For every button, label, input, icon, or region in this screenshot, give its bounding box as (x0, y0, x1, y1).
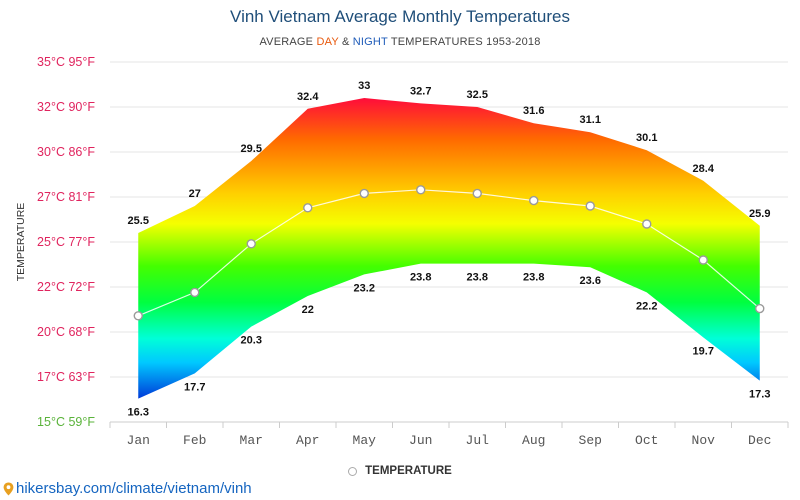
day-value-label: 33 (358, 80, 370, 92)
x-tick-label: Aug (522, 433, 545, 448)
average-temperature-line (138, 189, 761, 317)
average-temperature-point (190, 287, 200, 298)
day-value-label: 32.4 (297, 91, 319, 103)
chart-subtitle: AVERAGE DAY & NIGHT TEMPERATURES 1953-20… (0, 36, 800, 48)
y-tick-label: 22°C 72°F (37, 280, 95, 294)
average-temperature-point (755, 303, 765, 314)
x-tick-label: Oct (635, 433, 658, 448)
map-pin-icon (3, 482, 14, 495)
y-tick-label: 35°C 95°F (37, 55, 95, 69)
x-tick-label: Dec (748, 433, 771, 448)
x-tick-label: Apr (296, 433, 319, 448)
data-labels: 25.5 27 29.5 32.4 33 32.7 32.5 31.6 31.1 30.1 28.4… (128, 80, 771, 419)
night-value-label: 23.8 (467, 272, 488, 284)
average-temperature-point (642, 219, 652, 229)
source-text: hikersbay.com/climate/vietnam/vinh (16, 480, 252, 497)
day-value-label: 31.1 (580, 114, 601, 126)
night-value-label: 23.2 (354, 282, 375, 294)
subtitle-day-word: DAY (316, 36, 339, 48)
subtitle-prefix: AVERAGE (259, 36, 317, 48)
y-tick-label: 32°C 90°F (37, 100, 95, 114)
y-axis-title: TEMPERATURE (15, 203, 27, 282)
average-temperature-point (246, 239, 256, 249)
axes: 35°C 95°F 32°C 90°F 30°C 86°F 27°C 81°F 25°C… (15, 55, 789, 448)
x-tick-label: Jul (466, 433, 490, 448)
chart-title: Vinh Vietnam Average Monthly Temperature… (230, 7, 570, 26)
night-value-label: 23.8 (523, 272, 544, 284)
y-tick-label: 20°C 68°F (37, 325, 95, 339)
night-value-label: 22.2 (636, 300, 657, 312)
night-value-label: 17.7 (184, 381, 205, 393)
x-tick-label: Jan (127, 433, 150, 448)
night-value-label: 16.3 (128, 407, 149, 419)
night-value-label: 20.3 (241, 335, 262, 347)
average-temperature-point (585, 201, 595, 211)
night-value-label: 19.7 (693, 345, 714, 357)
average-temperature-point (359, 188, 369, 199)
average-temperature-point (303, 203, 313, 213)
subtitle-night-word: NIGHT (352, 36, 388, 48)
night-value-label: 23.6 (580, 275, 601, 287)
x-tick-label: Sep (579, 433, 602, 448)
average-temperature-point (529, 195, 539, 206)
y-tick-label: 15°C 59°F (37, 415, 95, 429)
day-value-label: 32.5 (467, 89, 488, 101)
day-value-label: 32.7 (410, 85, 431, 97)
night-value-label: 22 (302, 304, 314, 316)
day-value-label: 31.6 (523, 105, 544, 117)
day-value-label: 25.9 (749, 208, 770, 220)
day-value-label: 30.1 (636, 132, 657, 144)
x-tick-label: Mar (240, 433, 263, 448)
y-tick-label: 30°C 86°F (37, 145, 95, 159)
day-value-label: 28.4 (693, 163, 715, 175)
x-tick-label: Feb (183, 433, 206, 448)
day-night-range-fill (138, 98, 760, 399)
subtitle-mid: & (338, 36, 353, 48)
day-value-label: 29.5 (241, 143, 262, 155)
night-value-label: 23.8 (410, 272, 431, 284)
average-temperature-point (698, 255, 708, 265)
average-temperature-point (472, 188, 482, 199)
average-temperature-point (133, 311, 143, 321)
night-value-label: 17.3 (749, 389, 770, 401)
x-tick-label: May (353, 433, 377, 448)
x-tick-label: Jun (409, 433, 432, 448)
day-value-label: 27 (189, 188, 201, 200)
average-temperature-series (133, 185, 765, 321)
y-tick-label: 27°C 81°F (37, 190, 95, 204)
average-temperature-point (416, 185, 426, 195)
y-tick-label: 17°C 63°F (37, 370, 95, 384)
subtitle-suffix: TEMPERATURES 1953-2018 (387, 36, 541, 48)
day-value-label: 25.5 (128, 215, 149, 227)
legend-label: TEMPERATURE (365, 465, 452, 477)
source-link[interactable]: hikersbay.com/climate/vietnam/vinh (3, 480, 252, 497)
legend[interactable]: TEMPERATURE (0, 465, 800, 477)
x-tick-label: Nov (692, 433, 716, 448)
y-tick-label: 25°C 77°F (37, 235, 95, 249)
temperature-range-area (138, 98, 760, 399)
legend-circle-icon (348, 466, 358, 476)
